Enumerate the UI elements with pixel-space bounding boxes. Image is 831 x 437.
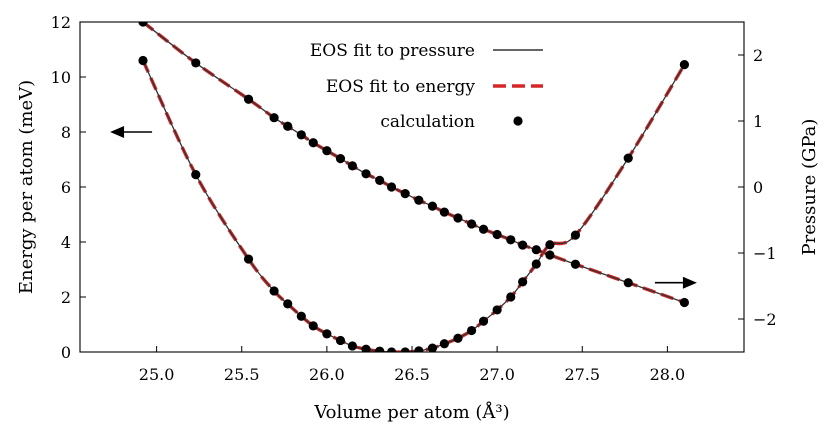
eos-energy-fit-line-energy	[141, 59, 686, 352]
data-point-pressure-24	[545, 250, 555, 260]
legend: EOS fit to pressure EOS fit to energy calc…	[310, 41, 543, 132]
y-right-tick-label-0: −2	[753, 310, 777, 329]
plot-area	[138, 22, 690, 352]
data-point-pressure-3	[269, 113, 279, 123]
data-point-energy-8	[335, 335, 346, 346]
y-left-tick-label-0: 0	[61, 343, 71, 362]
y-left-tick-label-6: 12	[51, 13, 71, 32]
data-point-energy-11	[375, 346, 385, 352]
y-right-tick-label-3: 1	[753, 112, 763, 131]
y-left-tick-label-3: 6	[61, 178, 71, 197]
data-point-energy-0	[138, 55, 148, 66]
data-point-energy-19	[478, 316, 489, 326]
y-right-tick-label-1: −1	[753, 244, 777, 263]
data-point-energy-20	[492, 305, 502, 315]
legend-label-0: EOS fit to pressure	[310, 41, 475, 61]
y-right-tick-label-2: 0	[753, 178, 763, 197]
data-point-energy-12	[386, 347, 397, 352]
legend-swatch-marker	[513, 116, 523, 126]
data-point-energy-7	[322, 329, 332, 339]
x-tick-label-2: 26.0	[309, 365, 345, 384]
data-point-pressure-9	[347, 161, 358, 171]
eos-energy-fit-line-pressure	[141, 22, 685, 305]
data-point-pressure-11	[375, 175, 385, 185]
data-point-energy-25	[570, 230, 581, 240]
data-point-energy-15	[427, 343, 438, 352]
axes: 25.0 25.5 26.0 26.5 27.0 27.5 28.0024681012−2−…	[51, 13, 777, 384]
legend-label-2: calculation	[380, 112, 475, 132]
data-point-energy-3	[269, 286, 279, 296]
x-tick-label-3: 26.5	[394, 365, 430, 384]
data-point-pressure-15	[427, 201, 438, 211]
data-point-energy-22	[518, 277, 528, 287]
data-point-energy-10	[361, 344, 371, 352]
x-tick-label-6: 28.0	[650, 365, 686, 384]
x-tick-label-1: 25.5	[224, 365, 260, 384]
arrow-right-icon	[682, 276, 697, 289]
data-point-energy-18	[466, 325, 477, 336]
data-point-pressure-4	[283, 121, 293, 131]
data-point-energy-6	[308, 321, 318, 331]
eos-pressure-fit-line-energy	[142, 60, 685, 352]
data-point-energy-1	[191, 170, 201, 180]
data-point-pressure-1	[191, 58, 201, 68]
x-tick-label-0: 25.0	[139, 365, 175, 384]
data-point-pressure-22	[518, 240, 528, 250]
data-point-energy-14	[414, 346, 424, 352]
data-point-pressure-10	[361, 169, 371, 179]
data-point-energy-17	[453, 333, 463, 343]
y-right-tick-label-4: 2	[753, 46, 763, 65]
data-point-energy-27	[679, 60, 690, 70]
data-point-energy-13	[400, 347, 410, 352]
series-group	[138, 22, 690, 352]
data-point-energy-16	[439, 339, 449, 349]
data-point-pressure-14	[414, 195, 424, 205]
y-axis-right-label: Pressure (GPa)	[799, 119, 820, 256]
data-point-pressure-5	[296, 130, 306, 140]
data-point-energy-9	[347, 341, 358, 351]
data-point-pressure-21	[506, 235, 516, 245]
data-point-pressure-7	[322, 146, 332, 156]
data-point-energy-24	[545, 240, 555, 250]
y-left-tick-label-4: 8	[61, 123, 71, 142]
y-left-tick-label-1: 2	[61, 288, 71, 307]
data-point-energy-23	[531, 259, 541, 269]
data-point-pressure-27	[679, 297, 690, 308]
data-point-pressure-13	[400, 189, 410, 199]
x-axis-label: Volume per atom (Å³)	[313, 401, 509, 423]
data-point-pressure-0	[138, 22, 148, 27]
data-point-energy-2	[243, 254, 254, 264]
data-point-energy-4	[283, 299, 293, 309]
data-point-pressure-18	[466, 219, 477, 229]
data-point-pressure-6	[308, 138, 318, 148]
x-tick-label-5: 27.5	[564, 365, 600, 384]
data-point-pressure-17	[453, 213, 463, 223]
data-point-pressure-25	[570, 259, 581, 269]
data-point-pressure-16	[439, 207, 449, 217]
data-point-pressure-8	[335, 154, 346, 164]
data-point-energy-26	[623, 153, 633, 163]
arrow-left-icon	[110, 126, 125, 138]
x-tick-label-4: 27.0	[479, 365, 515, 384]
data-point-pressure-19	[478, 224, 489, 234]
plot-frame	[79, 21, 745, 353]
data-point-pressure-20	[492, 229, 502, 240]
legend-label-1: EOS fit to energy	[326, 77, 476, 97]
data-point-energy-5	[296, 311, 306, 321]
eos-pressure-fit-line-pressure	[142, 22, 685, 304]
data-point-pressure-23	[531, 245, 541, 255]
data-point-pressure-12	[386, 182, 397, 192]
data-point-energy-21	[506, 292, 516, 302]
data-point-pressure-26	[623, 278, 633, 288]
y-axis-left-label: Energy per atom (meV)	[16, 80, 37, 294]
y-left-tick-label-5: 10	[51, 68, 71, 87]
data-point-pressure-2	[243, 94, 254, 104]
y-left-tick-label-2: 4	[61, 233, 71, 252]
